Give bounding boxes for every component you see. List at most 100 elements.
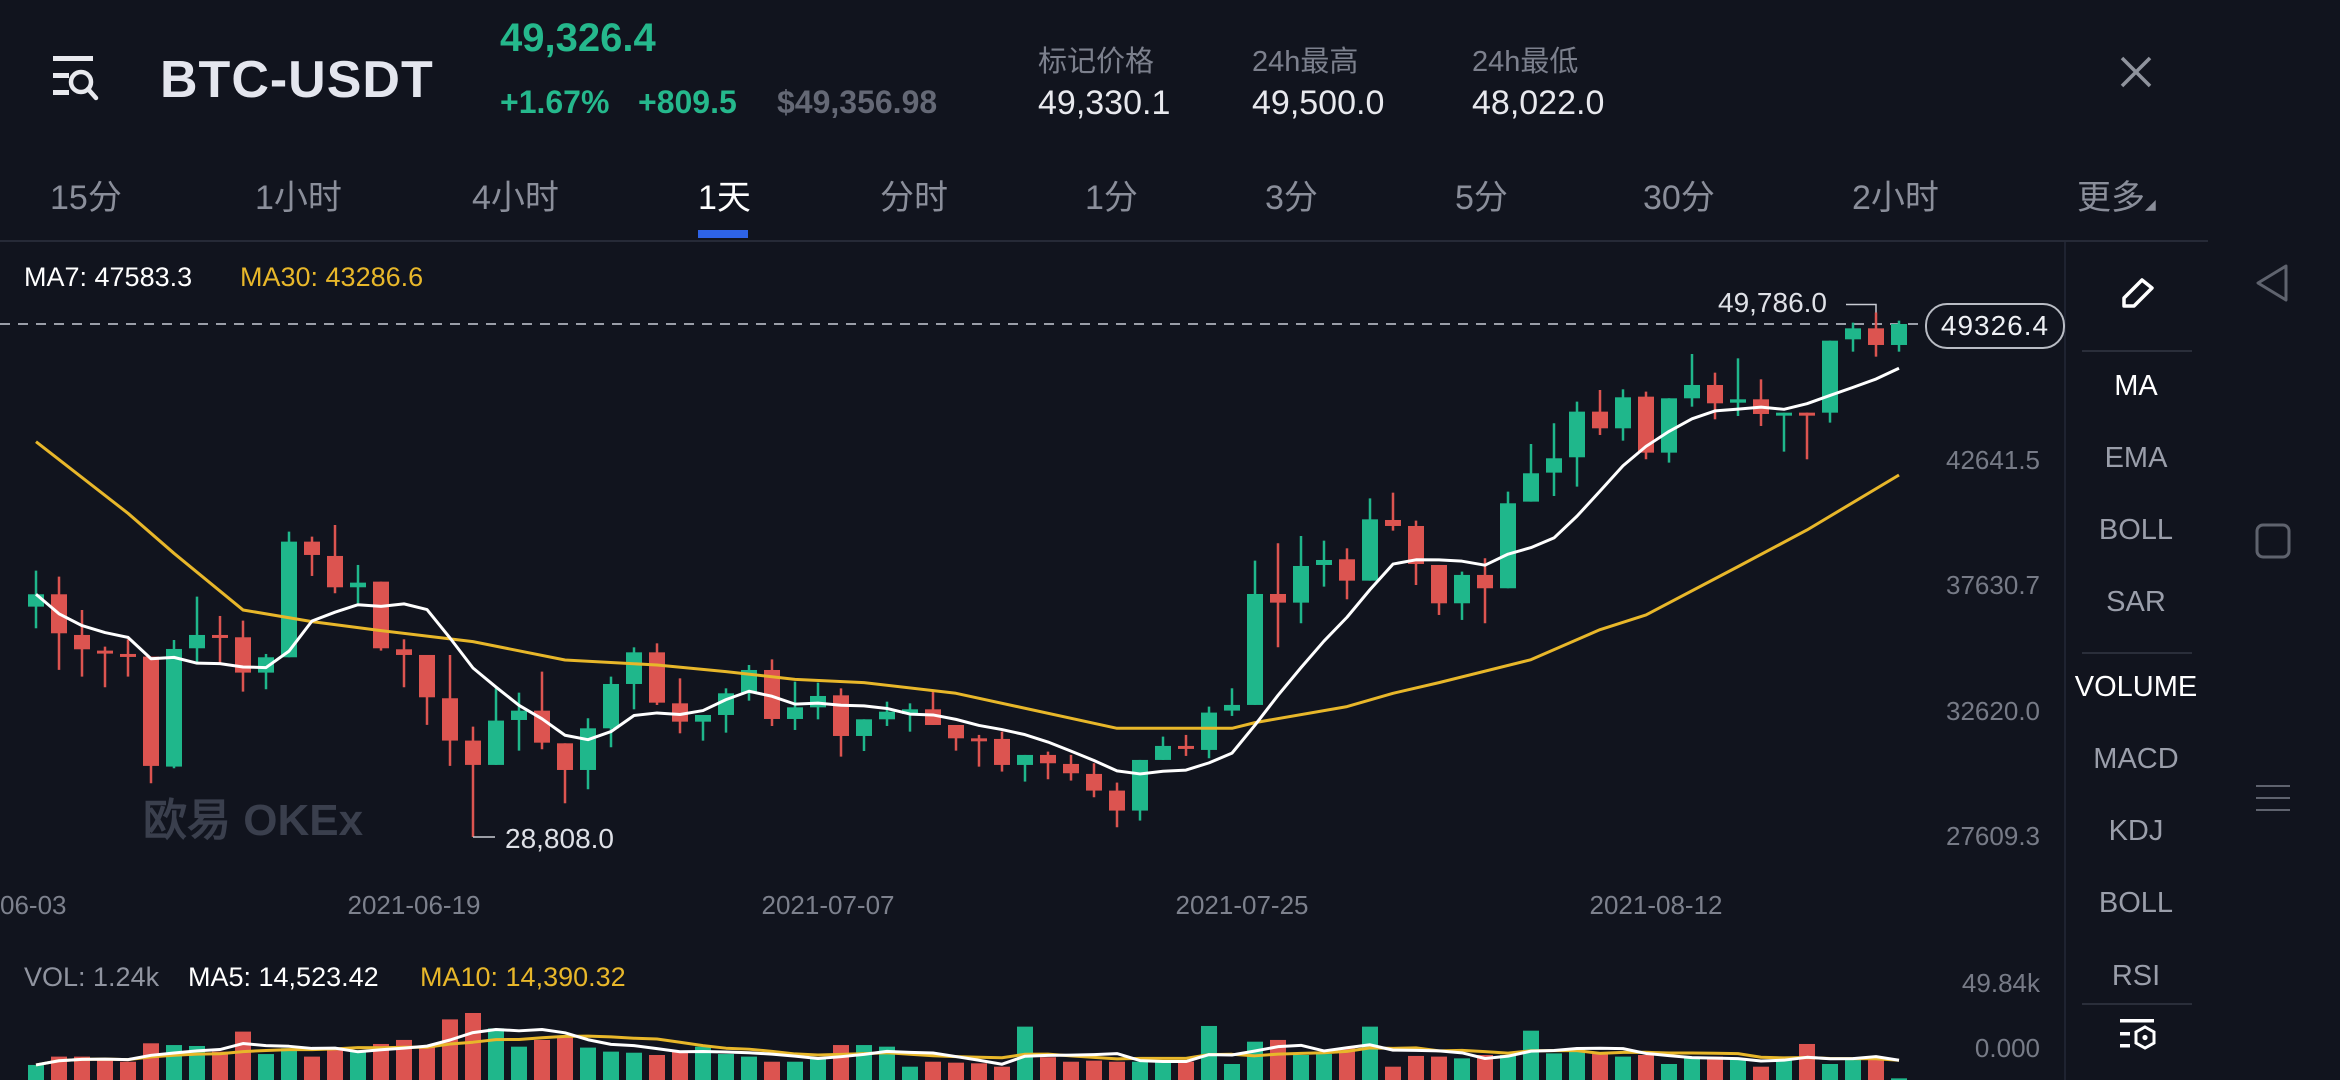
volume-bar [1155, 1061, 1171, 1080]
tab-more-label: 更多 [2077, 179, 2145, 217]
volume-bar [810, 1058, 826, 1080]
tab-4h[interactable]: 4小时 [472, 179, 559, 217]
menu-search-icon[interactable] [45, 50, 105, 110]
volume-bar [1385, 1066, 1401, 1080]
close-icon[interactable] [2116, 52, 2156, 92]
volume-bar [28, 1064, 44, 1080]
volume-bar [120, 1061, 136, 1080]
candle-body [1132, 759, 1148, 811]
indicator-rsi[interactable]: RSI [2111, 960, 2161, 992]
recents-menu-icon[interactable] [2254, 780, 2292, 818]
indicator-macd[interactable]: MACD [2093, 743, 2179, 775]
candle-body [465, 740, 481, 765]
volume-bar [465, 1013, 481, 1080]
mark-price-value: 49,330.1 [1038, 84, 1171, 122]
volume-bar [626, 1052, 642, 1080]
volume-bar [1592, 1054, 1608, 1080]
volume-bar [1247, 1041, 1263, 1080]
volume-bar [1431, 1056, 1447, 1080]
low-24h-label: 24h最低 [1472, 46, 1579, 78]
candle-body [327, 555, 343, 588]
volume-bar [281, 1048, 297, 1080]
price-axis-label: 32620.0 [1946, 695, 2040, 726]
indicator-settings-icon[interactable] [2116, 1014, 2160, 1058]
change-amount: +809.5 [638, 84, 737, 120]
volume-bar [1707, 1056, 1723, 1080]
tab-2h[interactable]: 2小时 [1852, 179, 1939, 217]
candle-body [442, 698, 458, 741]
indicator-boll[interactable]: BOLL [2098, 514, 2174, 546]
home-square-icon[interactable] [2254, 522, 2292, 560]
volume-bar [787, 1061, 803, 1080]
volume-bar [396, 1039, 412, 1080]
volume-bar [948, 1062, 964, 1080]
indicator-ma[interactable]: MA [2114, 370, 2158, 402]
candle-body [764, 669, 780, 719]
candle-body [1845, 328, 1861, 340]
candle-body [1178, 745, 1194, 749]
volume-bar [1040, 1057, 1056, 1080]
tab-3m[interactable]: 3分 [1265, 179, 1318, 217]
back-triangle-icon[interactable] [2252, 262, 2292, 304]
candle-body [649, 652, 665, 703]
date-axis-label: 2021-08-12 [1589, 890, 1723, 920]
candle-body [672, 703, 688, 722]
high-24h-label: 24h最高 [1252, 46, 1359, 78]
active-tab-indicator [698, 230, 748, 238]
tab-1m[interactable]: 1分 [1085, 179, 1138, 217]
tab-30m[interactable]: 30分 [1643, 179, 1715, 217]
volume-bar [1109, 1061, 1125, 1080]
candle-body [856, 719, 872, 736]
tab-timeline[interactable]: 分时 [880, 179, 948, 217]
candle-body [1270, 593, 1286, 603]
candle-body [74, 634, 90, 650]
volume-bar [856, 1045, 872, 1080]
change-percent: +1.67% [500, 84, 610, 120]
pencil-icon[interactable] [2116, 274, 2158, 316]
candle-body [1063, 763, 1079, 774]
pair-title[interactable]: BTC-USDT [160, 51, 434, 109]
tab-1d[interactable]: 1天 [698, 179, 751, 217]
volume-bar [373, 1043, 389, 1080]
candle-body [281, 541, 297, 658]
candle-body [97, 650, 113, 654]
candle-body [1086, 773, 1102, 791]
candle-body [1799, 412, 1815, 416]
volume-bar [1224, 1064, 1240, 1080]
side-panel-divider [2064, 242, 2066, 1080]
candle-body [948, 724, 964, 739]
candle-body [1500, 503, 1516, 589]
candle-body [373, 581, 389, 649]
indicator-sar[interactable]: SAR [2106, 586, 2166, 618]
candlestick-chart[interactable] [0, 0, 2064, 1080]
date-axis-label: 06-03 [0, 890, 67, 920]
tab-more[interactable]: 更多◢ [2077, 170, 2156, 219]
tab-1h[interactable]: 1小时 [255, 179, 342, 217]
tab-5m[interactable]: 5分 [1455, 179, 1508, 217]
indicator-kdj[interactable]: KDJ [2108, 815, 2164, 847]
candle-body [580, 728, 596, 770]
volume-bar [166, 1045, 182, 1080]
candle-body [557, 743, 573, 770]
candle-body [1661, 398, 1677, 453]
candle-body [1638, 396, 1654, 453]
date-axis-label: 2021-06-19 [347, 890, 481, 920]
volume-bar [603, 1051, 619, 1080]
candle-body [396, 649, 412, 655]
indicator-ema[interactable]: EMA [2104, 442, 2168, 474]
candle-body [1592, 411, 1608, 429]
candle-body [1201, 712, 1217, 750]
volume-bar [74, 1056, 90, 1080]
indicator-boll-sub[interactable]: BOLL [2098, 887, 2174, 919]
date-axis-label: 2021-07-25 [1175, 890, 1309, 920]
indicator-volume[interactable]: VOLUME [2074, 671, 2198, 703]
candle-body [879, 711, 895, 720]
volume-bar [672, 1051, 688, 1080]
candle-body [488, 720, 504, 765]
tab-15m[interactable]: 15分 [50, 179, 122, 217]
candle-body [833, 695, 849, 736]
volume-bar [511, 1046, 527, 1080]
low-marker-label: 28,808.0 [505, 822, 614, 854]
current-price-tag: 49326.4 [1925, 303, 2065, 349]
candle-body [1431, 564, 1447, 604]
